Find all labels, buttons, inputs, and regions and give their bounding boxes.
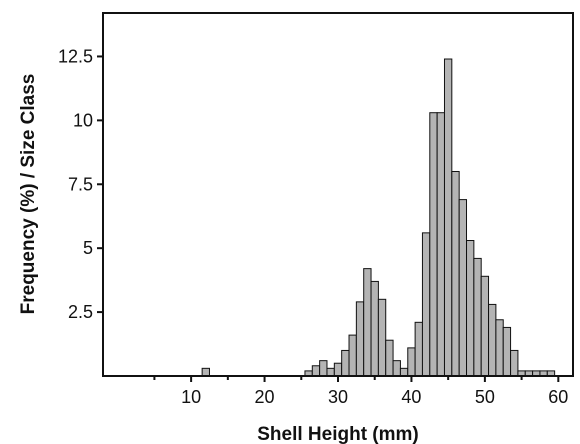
histogram-bar bbox=[319, 360, 328, 377]
x-tick-label: 40 bbox=[401, 387, 421, 407]
histogram-bar bbox=[414, 321, 423, 377]
histogram-bar bbox=[333, 362, 343, 377]
bars-group bbox=[201, 58, 556, 377]
histogram-bar bbox=[495, 319, 504, 377]
y-tick-label: 2.5 bbox=[68, 302, 93, 322]
histogram-bar bbox=[311, 365, 321, 377]
histogram-bar bbox=[443, 58, 453, 377]
histogram-bar bbox=[451, 170, 460, 377]
x-tick-label: 20 bbox=[255, 387, 275, 407]
histogram-bar bbox=[377, 298, 387, 377]
histogram-bar bbox=[502, 326, 512, 377]
y-tick-label: 5 bbox=[83, 238, 93, 258]
histogram-bar bbox=[370, 280, 379, 377]
x-tick-label: 50 bbox=[475, 387, 495, 407]
histogram-bar bbox=[466, 240, 475, 377]
histogram-bar bbox=[436, 112, 445, 377]
x-tick-label: 10 bbox=[181, 387, 201, 407]
histogram-bar bbox=[355, 301, 365, 377]
y-tick-label: 7.5 bbox=[68, 174, 93, 194]
y-axis-title: Frequency (%) / Size Class bbox=[18, 74, 39, 315]
histogram-bar bbox=[488, 303, 497, 377]
histogram-bar bbox=[326, 367, 335, 377]
histogram-bar bbox=[392, 360, 401, 377]
histogram-bar bbox=[510, 349, 519, 377]
ticks-group: 10 20 30 40 50 60 2.5 5 7.5 10 12.5 bbox=[58, 46, 568, 407]
histogram-bar bbox=[458, 199, 468, 377]
histogram-bar bbox=[201, 367, 210, 377]
x-axis-title: Shell Height (mm) bbox=[257, 424, 419, 444]
histogram-bar bbox=[473, 257, 482, 377]
histogram-bar bbox=[421, 232, 431, 377]
histogram-bar bbox=[399, 367, 409, 377]
y-tick-label: 10 bbox=[73, 110, 93, 130]
x-tick-label: 60 bbox=[548, 387, 568, 407]
histogram-bar bbox=[429, 112, 438, 377]
histogram-bar bbox=[385, 339, 394, 377]
histogram-bar bbox=[407, 347, 416, 377]
y-tick-label: 12.5 bbox=[58, 46, 93, 66]
histogram-bar bbox=[363, 268, 372, 377]
histogram-bar bbox=[480, 275, 490, 377]
x-tick-label: 30 bbox=[328, 387, 348, 407]
histogram-bar bbox=[341, 349, 350, 377]
histogram-bar bbox=[348, 334, 357, 377]
